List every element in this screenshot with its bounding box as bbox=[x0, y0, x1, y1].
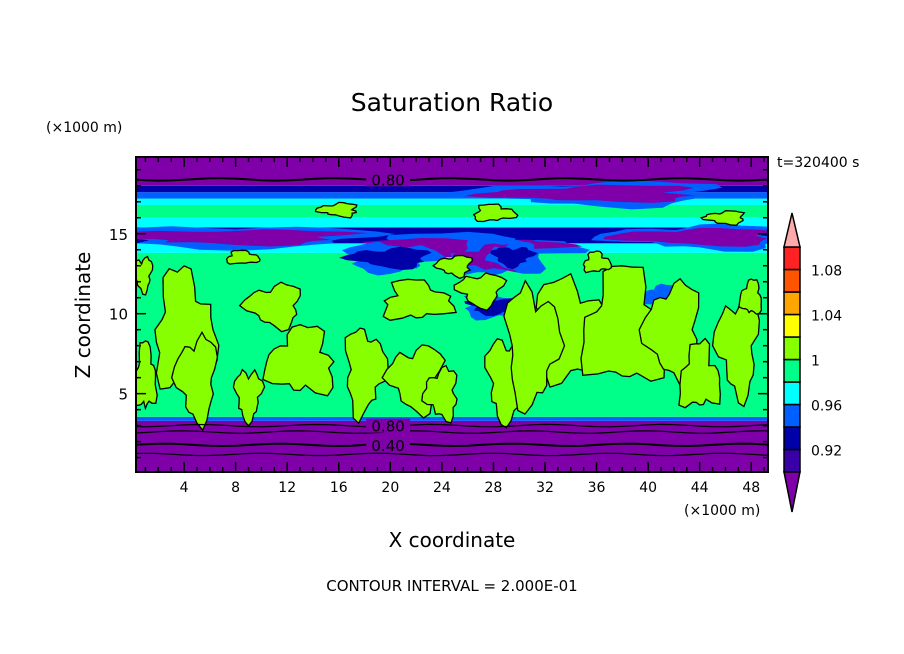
field bbox=[136, 157, 768, 472]
colorbar-tick-label: 1.08 bbox=[811, 264, 842, 280]
colorbar-tick-label: 1.04 bbox=[811, 309, 842, 325]
colorbar-box bbox=[783, 403, 801, 428]
band bbox=[136, 204, 768, 218]
colorbar-upper-arrow bbox=[783, 212, 801, 248]
x-unit-label: (×1000 m) bbox=[684, 503, 761, 519]
supersaturated-region bbox=[503, 279, 566, 415]
colorbar-lower-arrow bbox=[783, 471, 801, 513]
x-tick-label: 16 bbox=[330, 480, 348, 496]
dark-region bbox=[136, 229, 370, 247]
y-unit-label: (×1000 m) bbox=[46, 120, 123, 136]
x-axis-label: X coordinate bbox=[388, 528, 516, 552]
supersaturated-region bbox=[232, 368, 266, 427]
x-tick-label: 4 bbox=[180, 480, 189, 496]
colorbar-box bbox=[783, 291, 801, 316]
contour-line bbox=[136, 430, 768, 434]
x-tick-label: 32 bbox=[536, 480, 554, 496]
supersaturated-region bbox=[136, 340, 158, 411]
supersaturated-region bbox=[421, 364, 458, 424]
supersaturated-region bbox=[738, 278, 763, 315]
contour-line bbox=[136, 177, 768, 182]
y-tick-label: 10 bbox=[109, 306, 128, 324]
x-tick-label: 8 bbox=[231, 480, 240, 496]
supersaturated-region bbox=[314, 201, 358, 219]
band bbox=[136, 157, 768, 186]
dark-region bbox=[490, 246, 538, 270]
colorbar-box bbox=[783, 358, 801, 383]
time-label: t=320400 s bbox=[777, 155, 860, 171]
contour-interval-label: CONTOUR INTERVAL = 2.000E-01 bbox=[326, 577, 578, 595]
colorbar-tick-label: 0.96 bbox=[811, 399, 842, 415]
supersaturated-region bbox=[238, 281, 301, 333]
supersaturated-region bbox=[678, 337, 721, 409]
colorbar-tick-label: 0.92 bbox=[811, 444, 842, 460]
x-tick-label: 40 bbox=[639, 480, 657, 496]
contour-label-bg bbox=[366, 418, 411, 433]
chart-title: Saturation Ratio bbox=[350, 88, 554, 117]
colorbar-box bbox=[783, 381, 801, 406]
contour-line bbox=[136, 442, 768, 448]
colorbar-box bbox=[783, 268, 801, 293]
x-tick-label: 36 bbox=[588, 480, 606, 496]
band bbox=[136, 198, 768, 205]
contour-label: 0.80 bbox=[371, 171, 404, 189]
x-tick-label: 24 bbox=[433, 480, 451, 496]
colorbar-box bbox=[783, 336, 801, 361]
supersaturated-region bbox=[262, 324, 335, 397]
supersaturated-region bbox=[580, 265, 666, 382]
supersaturated-region bbox=[453, 272, 508, 312]
supersaturated-region bbox=[382, 278, 457, 321]
contour-label: 0.40 bbox=[371, 437, 404, 455]
supersaturated-region bbox=[472, 203, 519, 223]
x-tick-label: 48 bbox=[742, 480, 760, 496]
colorbar-box bbox=[783, 448, 801, 473]
contour-label: 0.80 bbox=[371, 418, 404, 436]
contour-line bbox=[136, 423, 768, 428]
dark-region bbox=[339, 246, 432, 270]
colorbar-box bbox=[783, 246, 801, 271]
dark-region bbox=[603, 227, 768, 247]
contour-label-bg bbox=[366, 437, 411, 452]
supersaturated-region bbox=[225, 249, 261, 265]
x-tick-label: 28 bbox=[485, 480, 503, 496]
contour-label-bg bbox=[366, 172, 411, 187]
colorbar-tick-label: 1 bbox=[811, 354, 820, 370]
y-tick-label: 15 bbox=[109, 226, 128, 244]
supersaturated-region bbox=[344, 327, 389, 425]
x-tick-label: 20 bbox=[381, 480, 399, 496]
x-tick-label: 12 bbox=[278, 480, 296, 496]
supersaturated-region bbox=[431, 254, 473, 280]
contour-line bbox=[136, 452, 768, 457]
band bbox=[136, 217, 768, 228]
plot-frame bbox=[135, 156, 769, 473]
dark-region bbox=[463, 184, 695, 203]
band bbox=[136, 185, 768, 193]
colorbar-box bbox=[783, 313, 801, 338]
y-tick-label: 5 bbox=[118, 386, 128, 404]
supersaturated-region bbox=[699, 210, 746, 226]
supersaturated-region bbox=[171, 330, 219, 432]
colorbar-box bbox=[783, 426, 801, 451]
x-tick-label: 44 bbox=[691, 480, 709, 496]
supersaturated-region bbox=[582, 250, 613, 274]
